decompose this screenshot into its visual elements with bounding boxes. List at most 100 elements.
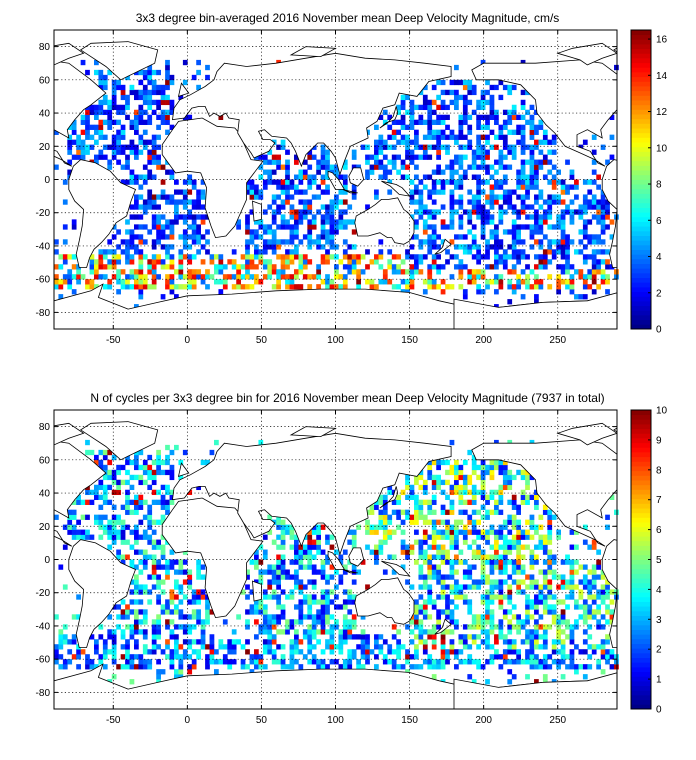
- heatmap-cell: [530, 120, 535, 125]
- heatmap-cell: [192, 659, 197, 664]
- heatmap-cell: [396, 639, 401, 644]
- heatmap-cell: [512, 150, 517, 155]
- heatmap-cell: [196, 569, 201, 574]
- heatmap-cell: [334, 229, 339, 234]
- heatmap-cell: [325, 150, 330, 155]
- heatmap-cell: [143, 110, 148, 115]
- heatmap-cell: [130, 90, 135, 95]
- heatmap-cell: [565, 204, 570, 209]
- heatmap-cell: [556, 535, 561, 540]
- heatmap-cell: [143, 664, 148, 669]
- heatmap-cell: [98, 495, 103, 500]
- heatmap-cell: [334, 219, 339, 224]
- heatmap-cell: [534, 264, 539, 269]
- heatmap-cell: [543, 254, 548, 259]
- heatmap-cell: [370, 525, 375, 530]
- heatmap-cell: [223, 619, 228, 624]
- heatmap-cell: [107, 525, 112, 530]
- heatmap-cell: [454, 460, 459, 465]
- heatmap-cell: [245, 239, 250, 244]
- heatmap-cell: [112, 80, 117, 85]
- heatmap-cell: [423, 219, 428, 224]
- heatmap-cell: [192, 254, 197, 259]
- heatmap-cell: [72, 254, 77, 259]
- heatmap-cell: [592, 569, 597, 574]
- heatmap-cell: [370, 649, 375, 654]
- heatmap-cell: [98, 100, 103, 105]
- heatmap-cell: [538, 165, 543, 170]
- heatmap-cell: [365, 639, 370, 644]
- heatmap-cell: [454, 535, 459, 540]
- heatmap-cell: [112, 150, 117, 155]
- heatmap-cell: [94, 269, 99, 274]
- heatmap-cell: [490, 145, 495, 150]
- heatmap-cell: [98, 125, 103, 130]
- heatmap-cell: [432, 135, 437, 140]
- heatmap-cell: [587, 584, 592, 589]
- heatmap-cell: [121, 654, 126, 659]
- heatmap-cell: [112, 674, 117, 679]
- heatmap-cell: [378, 500, 383, 505]
- heatmap-cell: [512, 145, 517, 150]
- heatmap-cell: [463, 510, 468, 515]
- heatmap-cell: [121, 614, 126, 619]
- heatmap-cell: [494, 465, 499, 470]
- heatmap-cell: [85, 70, 90, 75]
- colorbar-swatch: [631, 296, 651, 301]
- heatmap-cell: [161, 564, 166, 569]
- heatmap-cell: [543, 545, 548, 550]
- heatmap-cell: [485, 500, 490, 505]
- heatmap-cell: [294, 160, 299, 165]
- heatmap-cell: [467, 140, 472, 145]
- heatmap-cell: [316, 629, 321, 634]
- heatmap-cell: [432, 229, 437, 234]
- heatmap-cell: [374, 160, 379, 165]
- heatmap-cell: [472, 579, 477, 584]
- heatmap-cell: [583, 199, 588, 204]
- heatmap-cell: [214, 269, 219, 274]
- heatmap-cell: [414, 130, 419, 135]
- heatmap-cell: [298, 604, 303, 609]
- heatmap-cell: [241, 274, 246, 279]
- heatmap-cell: [316, 160, 321, 165]
- heatmap-cell: [294, 584, 299, 589]
- heatmap-cell: [454, 589, 459, 594]
- heatmap-cell: [54, 249, 59, 254]
- heatmap-cell: [147, 229, 152, 234]
- heatmap-cell: [476, 115, 481, 120]
- heatmap-cell: [605, 634, 610, 639]
- heatmap-cell: [441, 135, 446, 140]
- heatmap-cell: [445, 555, 450, 560]
- heatmap-cell: [507, 545, 512, 550]
- heatmap-cell: [325, 619, 330, 624]
- heatmap-cell: [103, 110, 108, 115]
- heatmap-cell: [432, 145, 437, 150]
- heatmap-cell: [156, 460, 161, 465]
- heatmap-cell: [498, 165, 503, 170]
- heatmap-cell: [392, 664, 397, 669]
- heatmap-cell: [418, 259, 423, 264]
- heatmap-cell: [334, 244, 339, 249]
- heatmap-cell: [547, 170, 552, 175]
- heatmap-cell: [565, 269, 570, 274]
- heatmap-cell: [503, 175, 508, 180]
- heatmap-cell: [218, 269, 223, 274]
- heatmap-cell: [116, 465, 121, 470]
- colorbar-swatch: [631, 189, 651, 194]
- heatmap-cell: [463, 644, 468, 649]
- heatmap-cell: [294, 579, 299, 584]
- heatmap-cell: [596, 184, 601, 189]
- heatmap-cell: [134, 249, 139, 254]
- heatmap-cell: [530, 584, 535, 589]
- heatmap-cell: [445, 609, 450, 614]
- heatmap-cell: [303, 199, 308, 204]
- heatmap-cell: [298, 214, 303, 219]
- heatmap-cell: [325, 604, 330, 609]
- heatmap-cell: [112, 155, 117, 160]
- heatmap-cell: [112, 649, 117, 654]
- heatmap-cell: [454, 664, 459, 669]
- heatmap-cell: [463, 594, 468, 599]
- heatmap-cell: [134, 574, 139, 579]
- heatmap-cell: [90, 135, 95, 140]
- heatmap-cell: [227, 639, 232, 644]
